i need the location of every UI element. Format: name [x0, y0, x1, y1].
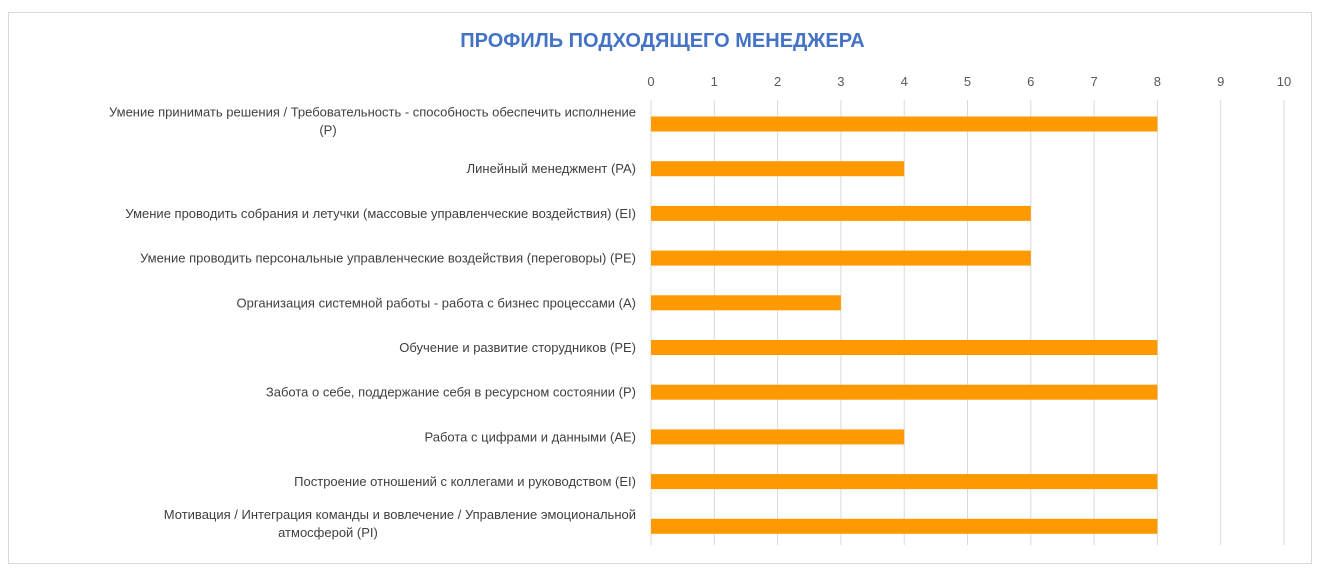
bar	[651, 429, 905, 445]
x-tick-label: 6	[1027, 74, 1034, 89]
category-label: Умение проводить собрания и летучки (мас…	[125, 206, 636, 221]
bar	[651, 205, 1031, 221]
category-label: Построение отношений с коллегами и руков…	[294, 474, 636, 489]
x-tick-label: 1	[711, 74, 718, 89]
bar	[651, 474, 1158, 490]
x-tick-label: 10	[1277, 74, 1291, 89]
bars	[651, 116, 1158, 534]
category-label: (P)	[319, 123, 336, 138]
bar	[651, 116, 1158, 132]
category-label: Забота о себе, поддержание себя в ресурс…	[266, 385, 636, 400]
x-tick-label: 4	[901, 74, 908, 89]
category-label: Умение принимать решения / Требовательно…	[109, 105, 636, 120]
x-tick-label: 0	[647, 74, 654, 89]
category-labels: Умение принимать решения / Требовательно…	[109, 105, 636, 540]
x-tick-label: 8	[1154, 74, 1161, 89]
category-label: Умение проводить персональные управленче…	[140, 251, 636, 266]
category-label: Обучение и развитие сторудников (PE)	[399, 340, 636, 355]
category-label: Линейный менеджмент (PA)	[467, 161, 636, 176]
bar	[651, 295, 841, 311]
x-tick-label: 7	[1090, 74, 1097, 89]
bar	[651, 518, 1158, 534]
category-label: Мотивация / Интеграция команды и вовлече…	[164, 507, 636, 522]
x-tick-label: 9	[1217, 74, 1224, 89]
chart-title: ПРОФИЛЬ ПОДХОДЯЩЕГО МЕНЕДЖЕРА	[460, 30, 865, 52]
category-label: Организация системной работы - работа с …	[237, 295, 636, 310]
bar	[651, 161, 905, 177]
x-axis-ticks: 0 1 2 3 4 5 6 7 8 9 10	[647, 74, 1291, 89]
category-label: Работа с цифрами и данными (AE)	[425, 429, 637, 444]
x-tick-label: 5	[964, 74, 971, 89]
bar	[651, 250, 1031, 266]
category-label: атмосферой (PI)	[278, 525, 378, 540]
x-tick-label: 2	[774, 74, 781, 89]
chart-frame	[8, 12, 1312, 564]
x-tick-label: 3	[837, 74, 844, 89]
bar	[651, 384, 1158, 400]
bar	[651, 340, 1158, 355]
